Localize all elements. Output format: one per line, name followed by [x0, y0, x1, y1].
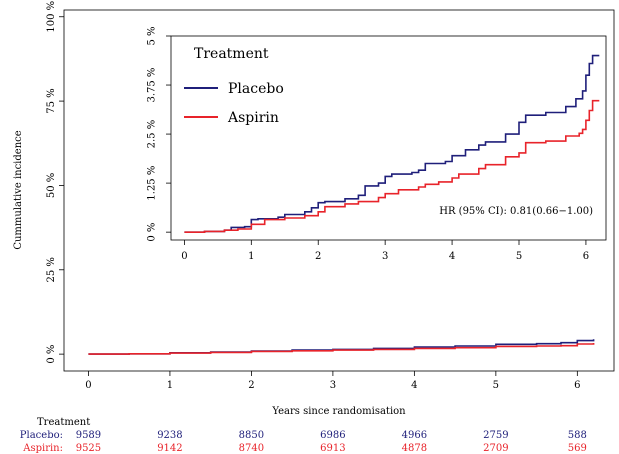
inset-x-tick-label-3: 3: [382, 251, 388, 262]
risk-value-placebo-3: 6986: [320, 430, 345, 441]
main-y-tick-label-2: 50 %: [46, 173, 57, 198]
inset-series-aspirin: [184, 99, 600, 233]
main-y-tick-label-3: 75 %: [46, 88, 57, 113]
inset-series-lines: [184, 54, 600, 233]
risk-value-placebo-1: 9238: [157, 430, 182, 441]
risk-value-placebo-0: 9589: [76, 430, 101, 441]
inset-x-axis: 0 1 2 3 4 5 6: [181, 240, 589, 262]
inset-y-tick-label-1: 1.25 %: [147, 166, 158, 201]
inset-y-tick-label-3: 3.75 %: [147, 68, 158, 103]
risk-value-placebo-6: 588: [568, 430, 587, 441]
main-y-tick-label-0: 0 %: [46, 345, 57, 364]
risk-value-aspirin-6: 569: [568, 443, 587, 454]
risk-value-aspirin-2: 8740: [239, 443, 264, 454]
main-y-axis: 0 % 25 % 50 % 75 % 100 %: [46, 1, 64, 364]
inset-x-tick-label-5: 5: [516, 251, 522, 262]
inset-x-tick-label-2: 2: [315, 251, 321, 262]
risk-table-values: 9589 9238 8850 6986 4966 2759 588 9525 9142 8740 6…: [76, 430, 587, 454]
risk-value-aspirin-3: 6913: [320, 443, 345, 454]
inset-series-placebo: [184, 54, 600, 233]
legend: Treatment Placebo Aspirin: [184, 46, 284, 126]
main-x-tick-label-4: 4: [411, 380, 417, 391]
risk-value-aspirin-4: 4878: [402, 443, 427, 454]
inset-y-axis: 0 % 1.25 % 2.5 % 3.75 % 5 %: [147, 26, 171, 242]
risk-value-placebo-2: 8850: [239, 430, 264, 441]
legend-label-placebo: Placebo: [228, 81, 284, 97]
main-x-tick-label-5: 5: [493, 380, 499, 391]
risk-table-title: Treatment: [37, 417, 90, 428]
main-x-tick-label-0: 0: [85, 380, 91, 391]
risk-value-placebo-5: 2759: [483, 430, 508, 441]
risk-row-label-placebo: Placebo:: [20, 430, 63, 441]
main-series-lines: [88, 339, 595, 355]
risk-value-placebo-4: 4966: [402, 430, 427, 441]
main-x-axis: 0 1 2 3 4 5 6: [85, 371, 581, 391]
inset-plot-panel: 0 % 1.25 % 2.5 % 3.75 % 5 % 0 1 2 3 4 5 6 Treatmen…: [147, 26, 607, 262]
legend-title: Treatment: [194, 46, 269, 62]
main-x-tick-label-1: 1: [167, 380, 173, 391]
main-y-tick-label-4: 100 %: [46, 1, 57, 33]
main-series-aspirin: [88, 343, 595, 355]
inset-x-tick-label-4: 4: [449, 251, 455, 262]
inset-x-tick-label-1: 1: [248, 251, 254, 262]
main-x-tick-label-3: 3: [330, 380, 336, 391]
hazard-ratio-annotation: HR (95% CI): 0.81(0.66−1.00): [439, 206, 593, 217]
legend-label-aspirin: Aspirin: [227, 110, 279, 126]
main-x-tick-label-2: 2: [248, 380, 254, 391]
number-at-risk-table: Treatment Placebo: Aspirin: 9589 9238 8850…: [20, 417, 587, 454]
inset-plot-frame: [170, 35, 607, 241]
inset-y-tick-label-0: 0 %: [147, 223, 158, 242]
inset-x-tick-label-6: 6: [583, 251, 589, 262]
inset-y-tick-label-2: 2.5 %: [147, 120, 158, 149]
risk-row-label-aspirin: Aspirin:: [22, 443, 63, 454]
risk-value-aspirin-0: 9525: [76, 443, 101, 454]
inset-x-tick-label-0: 0: [181, 251, 187, 262]
x-axis-title: Years since randomisation: [271, 406, 406, 417]
main-plot-frame: [63, 9, 615, 372]
y-axis-title: Cummulative incidence: [13, 130, 24, 249]
risk-value-aspirin-1: 9142: [157, 443, 182, 454]
main-y-tick-label-1: 25 %: [46, 257, 57, 282]
risk-value-aspirin-5: 2709: [483, 443, 508, 454]
main-x-tick-label-6: 6: [574, 380, 580, 391]
inset-y-tick-label-4: 5 %: [147, 26, 158, 45]
